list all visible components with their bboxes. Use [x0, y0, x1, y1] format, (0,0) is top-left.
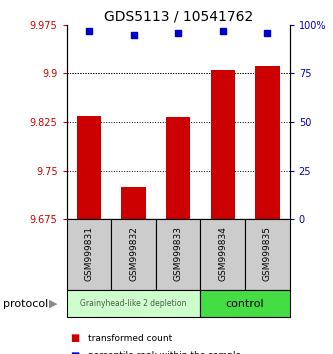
- Title: GDS5113 / 10541762: GDS5113 / 10541762: [104, 10, 253, 24]
- Text: percentile rank within the sample: percentile rank within the sample: [88, 351, 241, 354]
- Text: protocol: protocol: [3, 298, 49, 309]
- Point: [220, 28, 225, 33]
- Text: GSM999833: GSM999833: [173, 226, 183, 281]
- Text: control: control: [226, 298, 264, 309]
- Text: GSM999832: GSM999832: [129, 226, 138, 281]
- Point: [131, 32, 136, 37]
- Text: GSM999831: GSM999831: [84, 226, 94, 281]
- Text: GSM999834: GSM999834: [218, 226, 227, 281]
- Bar: [77, 116, 101, 219]
- Text: GSM999835: GSM999835: [263, 226, 272, 281]
- Text: transformed count: transformed count: [88, 333, 172, 343]
- Point: [175, 30, 181, 35]
- Text: ■: ■: [70, 351, 79, 354]
- Bar: [67, 219, 111, 290]
- Point: [86, 28, 92, 33]
- Text: Grainyhead-like 2 depletion: Grainyhead-like 2 depletion: [80, 299, 187, 308]
- Point: [265, 30, 270, 35]
- Text: ■: ■: [70, 333, 79, 343]
- Bar: [111, 219, 156, 290]
- Bar: [166, 117, 190, 219]
- Bar: [121, 187, 146, 219]
- Bar: [67, 290, 200, 317]
- Bar: [156, 219, 200, 290]
- Bar: [255, 65, 280, 219]
- Bar: [245, 219, 290, 290]
- Bar: [210, 70, 235, 219]
- Text: ▶: ▶: [49, 298, 58, 309]
- Bar: [200, 290, 290, 317]
- Bar: [200, 219, 245, 290]
